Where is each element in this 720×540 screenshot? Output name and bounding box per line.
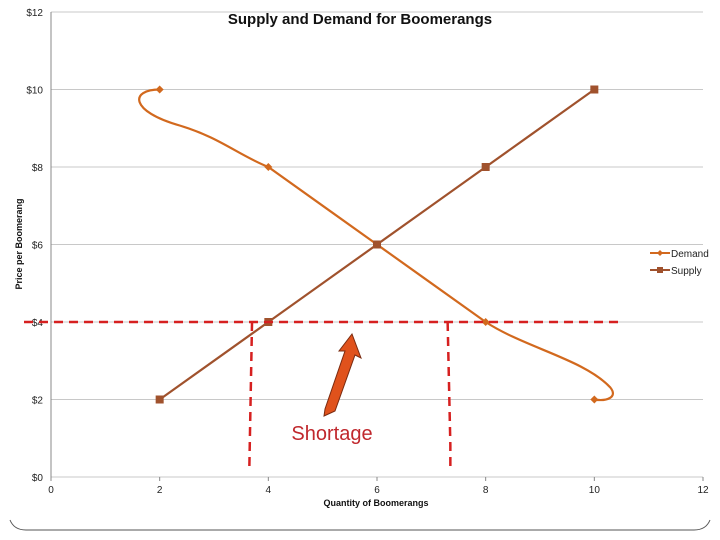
y-tick-label-5: $10 <box>26 86 43 97</box>
x-tick-label-4: 8 <box>483 485 489 496</box>
x-axis-label: Quantity of Boomerangs <box>323 498 428 508</box>
y-tick-label-2: $4 <box>32 318 44 329</box>
demand-point-4 <box>590 395 599 404</box>
slide-border <box>9 519 711 531</box>
supply-point-0 <box>155 395 164 404</box>
x-tick-label-1: 2 <box>157 485 163 496</box>
demand-point-1 <box>264 163 273 171</box>
chart-title: Supply and Demand for Boomerangs <box>228 11 492 28</box>
x-tick-label-5: 10 <box>589 485 601 496</box>
demand-point-3 <box>481 318 490 326</box>
y-axis-label: Price per Boomerang <box>14 198 24 289</box>
shortage-arrow <box>323 332 362 417</box>
legend: Demand Supply <box>650 249 709 277</box>
y-tick-label-0: $0 <box>32 473 44 484</box>
legend-demand-label: Demand <box>671 249 709 260</box>
x-tick-label-6: 12 <box>697 485 709 496</box>
x-tick-label-2: 4 <box>266 485 272 496</box>
demand-point-0 <box>155 85 164 94</box>
legend-supply-marker <box>657 267 663 273</box>
shortage-label: Shortage <box>291 423 372 445</box>
axes-layer: $0 $2 $4 $6 $8 $10 $12 0 2 4 6 8 10 12 <box>26 8 709 496</box>
quantity-demanded-line <box>446 321 452 469</box>
quantity-supplied-line <box>248 321 254 470</box>
x-tick-label-0: 0 <box>48 485 54 496</box>
legend-supply-label: Supply <box>671 266 702 277</box>
y-tick-label-6: $12 <box>26 8 43 19</box>
supply-point-3 <box>481 163 490 171</box>
x-tick-label-3: 6 <box>374 485 380 496</box>
legend-demand-marker <box>657 250 663 256</box>
y-tick-label-3: $6 <box>32 241 44 252</box>
supply-point-2 <box>373 240 381 249</box>
y-tick-label-1: $2 <box>32 396 44 407</box>
supply-point-4 <box>590 85 599 94</box>
y-tick-label-4: $8 <box>32 163 44 174</box>
annotation-layer <box>24 320 622 470</box>
